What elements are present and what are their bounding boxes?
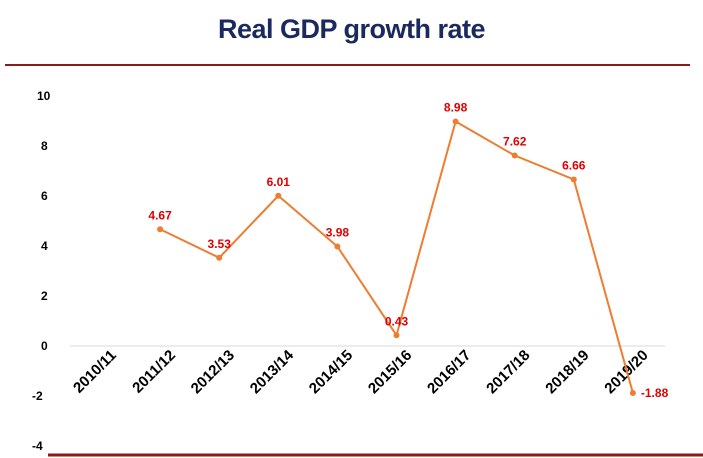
data-label: -1.88: [641, 386, 669, 400]
data-point: [629, 390, 636, 396]
y-tick-label: 8: [41, 139, 48, 153]
data-point: [511, 152, 518, 159]
data-label: 0.43: [385, 314, 409, 328]
x-tick-label: 2018/19: [542, 347, 592, 397]
data-point: [452, 118, 459, 125]
data-label: 3.98: [326, 226, 350, 240]
y-tick-label: 2: [41, 289, 48, 303]
y-tick-label: 4: [41, 239, 48, 253]
y-tick-label: 0: [41, 339, 48, 353]
data-point: [216, 254, 223, 261]
data-point: [157, 226, 164, 233]
data-label: 4.67: [148, 208, 172, 222]
x-tick-label: 2014/15: [306, 347, 356, 397]
y-tick-label: 10: [37, 89, 51, 103]
data-label: 7.62: [503, 135, 527, 149]
data-label: 6.66: [562, 159, 586, 173]
x-tick-label: 2017/18: [483, 347, 533, 397]
x-tick-label: 2015/16: [365, 347, 415, 397]
data-point: [393, 332, 400, 339]
x-tick-label: 2010/11: [70, 347, 120, 397]
data-point: [570, 176, 577, 183]
x-tick-label: 2012/13: [188, 347, 238, 397]
y-tick-label: -4: [32, 439, 43, 453]
x-tick-label: 2011/12: [129, 347, 179, 397]
y-tick-label: -2: [32, 389, 43, 403]
data-point: [334, 243, 341, 250]
chart-title: Real GDP growth rate: [217, 14, 486, 44]
x-tick-label: 2016/17: [424, 347, 474, 397]
data-label: 6.01: [267, 175, 291, 189]
data-label: 8.98: [444, 101, 468, 115]
y-tick-label: 6: [41, 189, 48, 203]
data-point: [275, 192, 282, 199]
data-label: 3.53: [208, 237, 232, 251]
x-tick-label: 2013/14: [247, 346, 298, 397]
